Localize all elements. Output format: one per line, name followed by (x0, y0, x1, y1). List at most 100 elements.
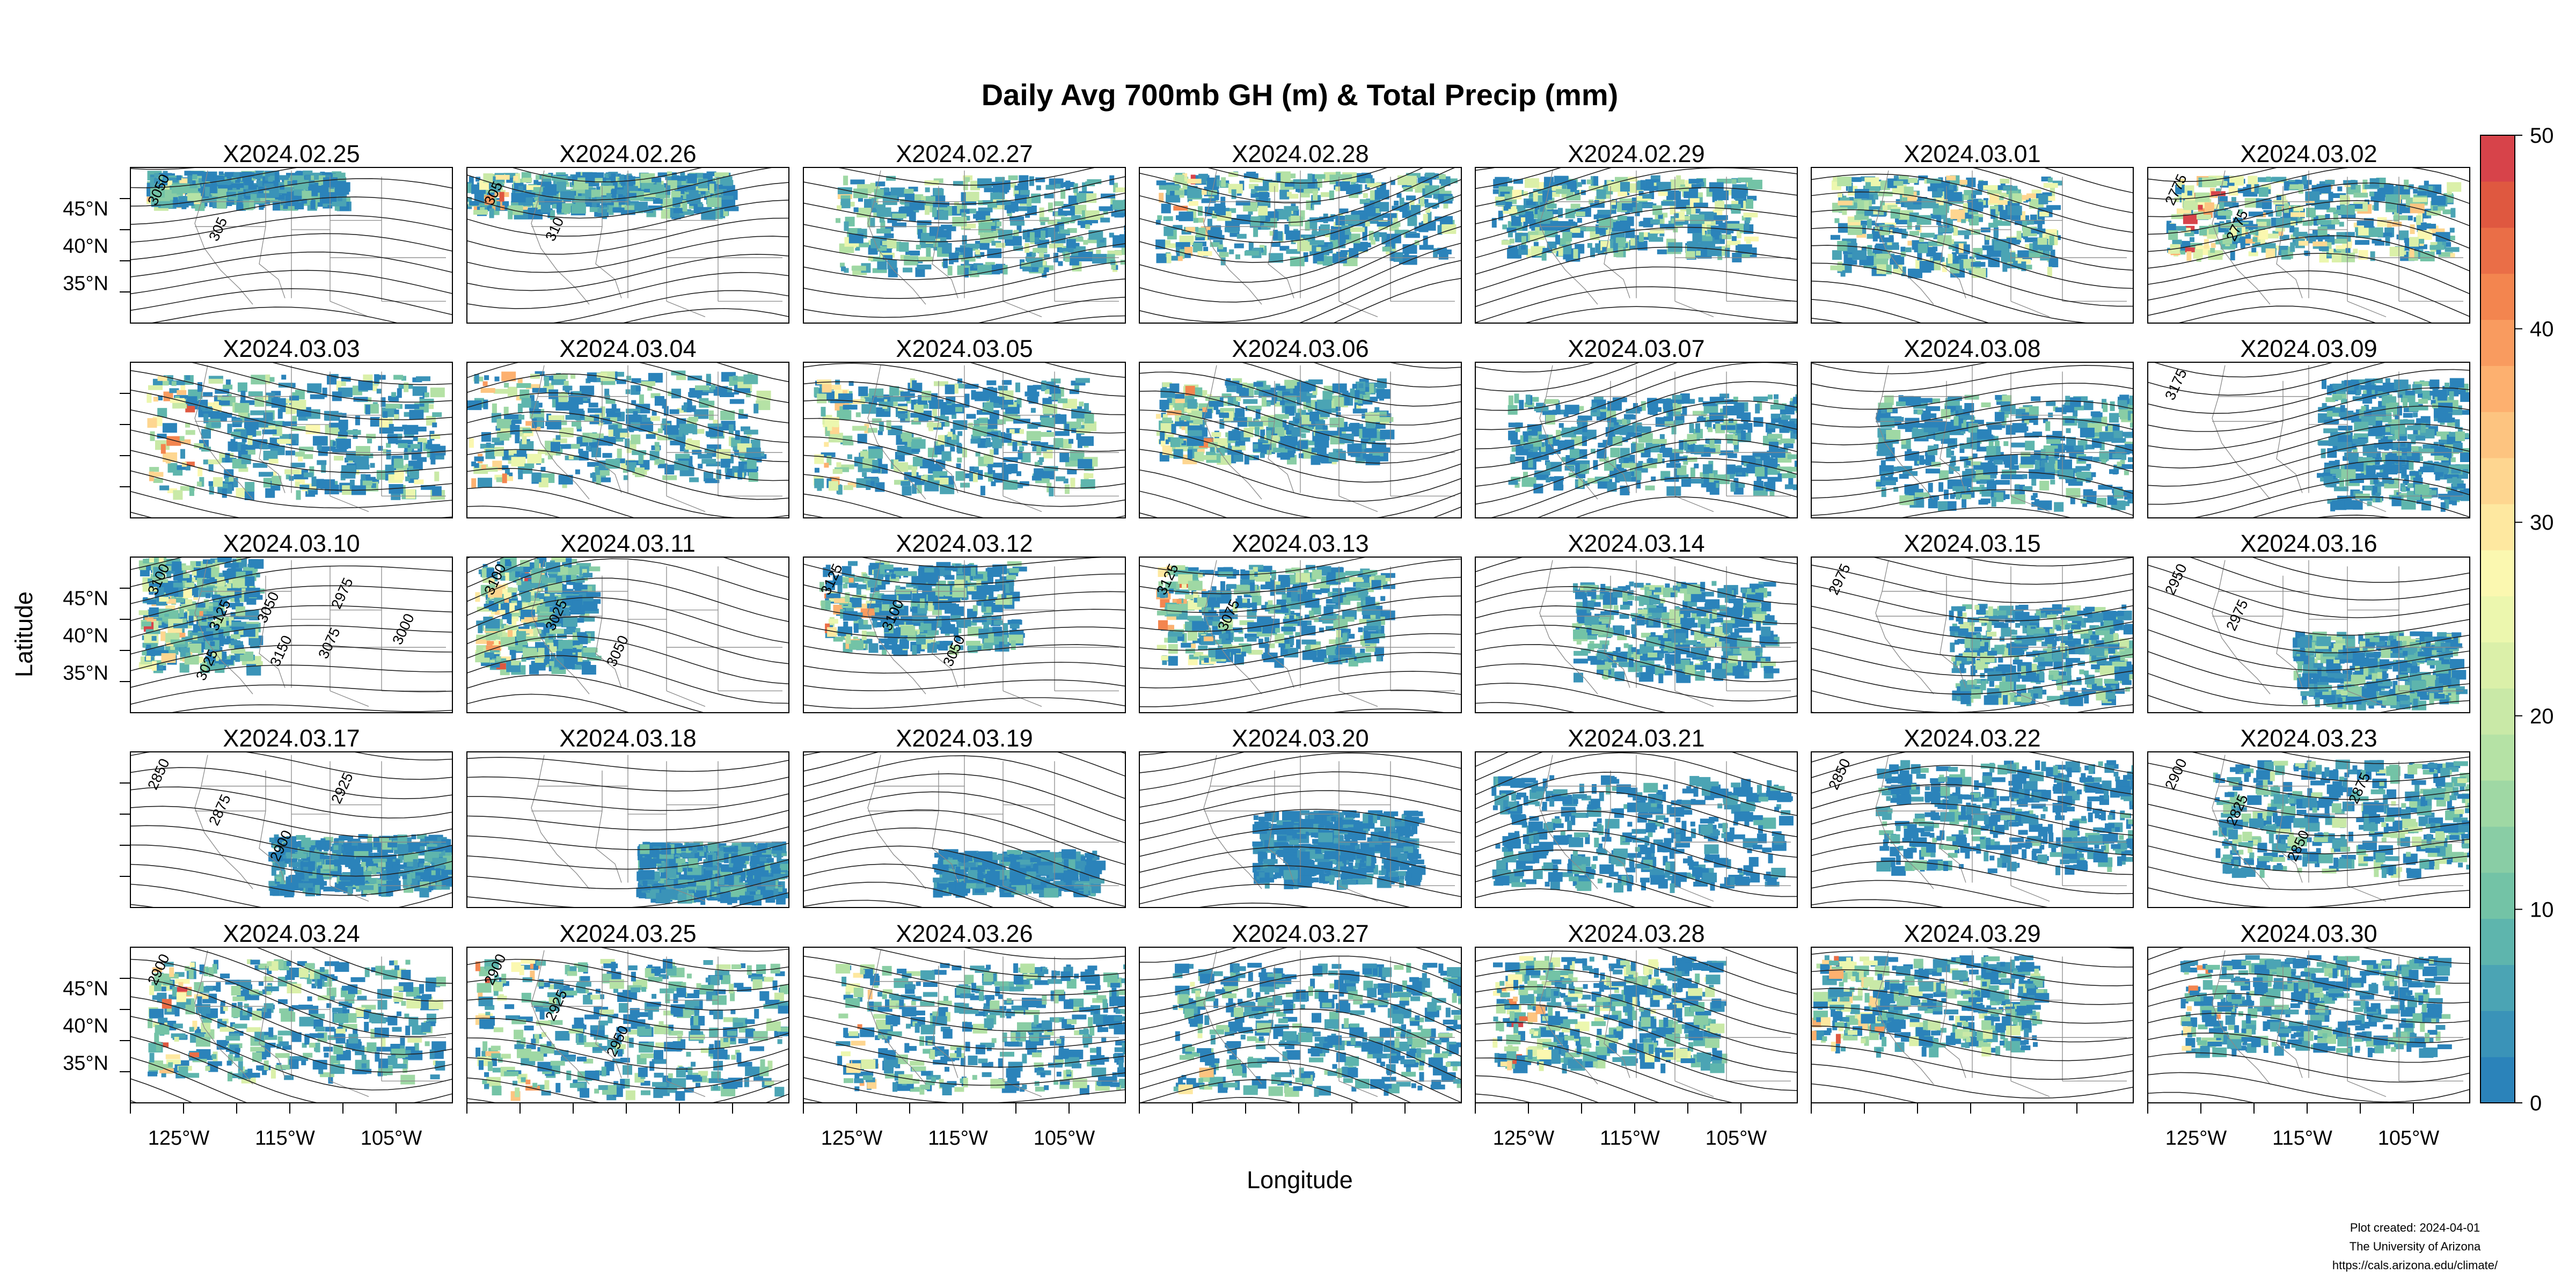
precip-cell (240, 400, 255, 405)
precip-cell (516, 450, 526, 455)
precip-cell (1552, 186, 1567, 191)
precip-cell (1727, 223, 1742, 229)
precip-cell (1103, 209, 1108, 215)
precip-cell (1658, 214, 1663, 219)
precip-cell (685, 187, 696, 192)
precip-cell (1915, 225, 1920, 230)
contour-line (467, 487, 636, 518)
precip-cell (404, 412, 414, 417)
panel-title: X2024.02.27 (896, 140, 1033, 167)
precip-cell (1555, 235, 1560, 245)
precip-cell (177, 390, 187, 395)
precip-cell (667, 171, 672, 177)
precip-cell (631, 434, 641, 444)
precip-cell (253, 463, 268, 468)
precip-cell (692, 425, 698, 435)
precip-cell (1111, 211, 1116, 217)
precip-cell (409, 469, 419, 479)
precip-cell (2039, 211, 2049, 217)
precip-cell (1867, 218, 1872, 229)
precip-cell (225, 452, 230, 463)
precip-cell (1228, 172, 1238, 177)
panel-content (130, 362, 452, 518)
precip-cell (868, 255, 873, 261)
precip-cell (626, 462, 636, 472)
precip-cell (1733, 397, 1738, 402)
precip-cell (1389, 251, 1395, 261)
precip-cell (2298, 240, 2308, 246)
precip-cell (1673, 228, 1678, 233)
precip-cell (160, 444, 166, 454)
precip-cell (2427, 192, 2437, 197)
precip-cell (522, 178, 532, 183)
precip-cell (223, 384, 233, 390)
precip-cell (1260, 453, 1265, 458)
precip-cell (1206, 451, 1216, 457)
precip-cell (886, 175, 896, 181)
precip-cell (311, 476, 317, 486)
contour-line (1139, 167, 1425, 203)
precip-cell (887, 259, 897, 269)
precip-cell (960, 209, 970, 214)
precip-cell (1946, 175, 1956, 181)
precip-cell (1045, 444, 1060, 450)
precip-cell (626, 376, 631, 381)
precip-cell (374, 374, 379, 384)
precip-cell (832, 469, 843, 474)
precip-cell (294, 195, 309, 201)
precip-cell (911, 439, 926, 449)
precip-cell (1227, 450, 1242, 455)
precip-cell (173, 490, 183, 500)
precip-cell (171, 381, 177, 386)
precip-cell (1593, 397, 1604, 402)
precip-cell (868, 449, 883, 459)
precip-cell (1069, 255, 1079, 266)
precip-cell (1168, 437, 1173, 442)
panel-title: X2024.02.29 (1568, 140, 1704, 167)
contour-line (270, 362, 452, 385)
precip-cell (203, 392, 213, 397)
precip-cell (1521, 236, 1526, 246)
precip-cell (1306, 200, 1311, 210)
precip-cell (1660, 224, 1674, 229)
precip-cell (1550, 192, 1560, 197)
precip-cell (1575, 211, 1585, 217)
precip-cell (1968, 209, 1979, 215)
precip-cell (1380, 185, 1385, 191)
precip-cell (1731, 179, 1737, 184)
precip-cell (1085, 210, 1100, 220)
precip-cell (913, 416, 919, 422)
precip-cell (1695, 208, 1701, 214)
precip-cell (2047, 177, 2053, 182)
contour-line (2148, 217, 2470, 252)
precip-cell (1626, 408, 1641, 414)
precip-cell (1719, 393, 1730, 399)
precip-cell (181, 439, 191, 444)
precip-cell (1562, 232, 1572, 241)
precip-cell (662, 418, 667, 428)
precip-cell (1248, 242, 1254, 252)
precip-cell (2336, 249, 2346, 254)
precip-cell (1249, 184, 1258, 189)
precip-cell (336, 380, 341, 391)
precip-cell (154, 173, 159, 178)
contour-line (803, 418, 1125, 471)
precip-cell (1382, 246, 1392, 252)
precip-cell (1036, 445, 1042, 456)
contour-line (467, 362, 789, 383)
precip-cell (1053, 201, 1064, 206)
precip-cell (756, 390, 771, 400)
precip-cell (1024, 243, 1030, 253)
precip-cell (303, 454, 313, 459)
precip-cell (1564, 465, 1575, 471)
precip-cell (2449, 228, 2455, 233)
precip-cell (1019, 175, 1029, 185)
precip-cell (975, 451, 980, 457)
precip-cell (2345, 232, 2355, 237)
precip-cell (2021, 211, 2025, 221)
precip-cell (376, 375, 386, 380)
precip-cell (2377, 232, 2392, 238)
precip-cell (1423, 214, 1428, 224)
precip-cell (985, 442, 995, 447)
precip-cell (214, 401, 219, 406)
